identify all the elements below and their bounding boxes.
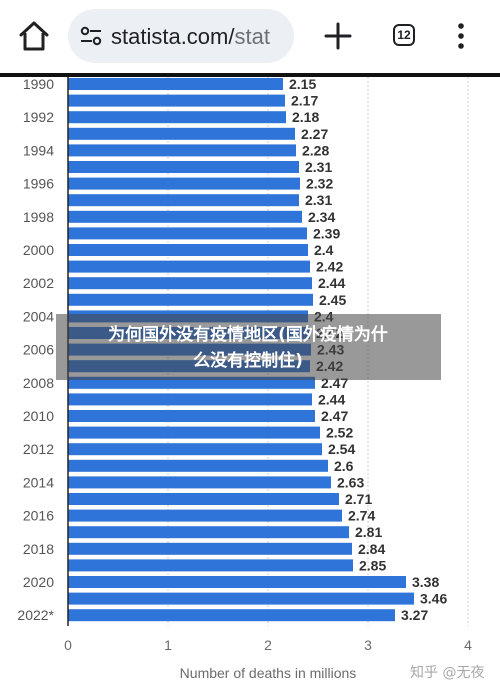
bar (68, 210, 302, 223)
data-label: 2.42 (316, 259, 343, 275)
x-tick-label: 0 (64, 637, 72, 653)
y-tick-label: 2010 (23, 408, 54, 424)
y-tick-label: 2008 (23, 375, 54, 391)
data-label: 2.47 (321, 408, 348, 424)
bar (68, 111, 286, 124)
data-label: 2.17 (291, 93, 318, 109)
data-label: 2.45 (319, 292, 346, 308)
bar (68, 127, 295, 140)
bar (68, 542, 352, 555)
bar (68, 493, 339, 505)
x-tick-label: 2 (264, 637, 272, 653)
data-label: 3.38 (412, 574, 439, 590)
url-tail: stat (234, 24, 270, 49)
data-label: 2.81 (355, 524, 382, 540)
x-axis-title: Number of deaths in millions (180, 665, 357, 681)
data-label: 2.63 (337, 474, 364, 490)
data-label: 2.15 (289, 77, 316, 92)
data-label: 2.84 (358, 541, 385, 557)
bar (68, 277, 312, 290)
overlay-line-2: 么没有控制住) (193, 351, 303, 371)
data-label: 2.28 (302, 142, 329, 158)
toolbar-divider (0, 73, 500, 77)
x-tick-label: 3 (364, 637, 372, 653)
overlay-caption: 为何国外没有疫情地区(国外疫情为什 么没有控制住) (68, 322, 428, 374)
address-bar[interactable]: statista.com/stat (68, 9, 294, 63)
data-label: 2.31 (305, 192, 332, 208)
bar (68, 609, 395, 622)
home-icon[interactable] (16, 18, 52, 54)
data-label: 3.27 (401, 607, 428, 623)
y-tick-label: 2012 (23, 441, 54, 457)
y-tick-label: 2000 (23, 242, 54, 258)
y-tick-label: 1996 (23, 176, 54, 192)
bar (68, 177, 300, 190)
watermark: 知乎 @无夜 (410, 665, 485, 681)
data-label: 2.18 (292, 109, 319, 125)
bar (68, 260, 310, 273)
x-tick-label: 1 (164, 637, 172, 653)
bar (68, 526, 349, 539)
tab-switcher-button[interactable]: 12 (393, 24, 415, 46)
y-tick-label: 1992 (23, 109, 54, 125)
bar (68, 94, 285, 107)
bar (68, 576, 406, 588)
bar (68, 227, 307, 240)
y-tick-label: 2018 (23, 541, 54, 557)
url-text[interactable]: statista.com/stat (111, 24, 270, 50)
bar-chart: 2.15 1990 2.17 2.18 1992 2.27 2.28 1994 2.31 2.32… (0, 77, 500, 693)
data-label: 2.39 (313, 225, 340, 241)
bar (68, 144, 296, 157)
bar (68, 393, 312, 406)
data-label: 2.32 (306, 176, 333, 192)
bar (68, 161, 299, 173)
tune-icon[interactable] (79, 25, 103, 47)
bar (68, 244, 308, 256)
data-label: 2.85 (359, 557, 386, 573)
chart-svg: 2.15 1990 2.172.18 1992 2.272.28 1994 2.312.32… (17, 77, 472, 681)
data-label: 3.46 (420, 591, 447, 607)
data-label: 2.6 (334, 458, 354, 474)
data-label: 2.34 (308, 209, 335, 225)
data-label: 2.27 (301, 126, 328, 142)
y-tick-label: 2006 (23, 342, 54, 358)
plus-icon[interactable] (322, 20, 354, 52)
bar (68, 592, 414, 605)
data-label: 2.4 (314, 242, 334, 258)
y-tick-label: 1990 (23, 77, 54, 92)
overlay-line-1: 为何国外没有疫情地区(国外疫情为什 (108, 325, 388, 345)
bar (68, 293, 313, 306)
tab-count: 12 (397, 28, 411, 42)
data-label: 2.71 (345, 491, 372, 507)
url-main: statista.com/ (111, 24, 235, 49)
y-tick-label: 2004 (23, 308, 54, 324)
browser-toolbar: statista.com/stat 12 (0, 0, 500, 73)
y-tick-label: 1998 (23, 209, 54, 225)
y-tick-label: 2022* (17, 607, 54, 623)
y-tick-label: 2002 (23, 275, 54, 291)
y-tick-label: 2016 (23, 508, 54, 524)
data-label: 2.52 (326, 425, 353, 441)
y-tick-label: 2014 (23, 474, 54, 490)
x-tick-label: 4 (464, 637, 472, 653)
y-tick-label: 2020 (23, 574, 54, 590)
data-label: 2.44 (318, 391, 345, 407)
bar (68, 509, 342, 522)
data-label: 2.31 (305, 159, 332, 175)
bar (68, 476, 331, 489)
bar (68, 410, 315, 422)
bar (68, 426, 320, 439)
data-label: 2.54 (328, 441, 355, 457)
bar (68, 78, 283, 90)
bar (68, 194, 299, 207)
bar (68, 559, 353, 572)
y-tick-label: 1994 (23, 142, 54, 158)
bar (68, 459, 328, 472)
bar (68, 443, 322, 456)
data-label: 2.74 (348, 508, 375, 524)
data-label: 2.44 (318, 275, 345, 291)
more-vert-icon[interactable] (451, 20, 471, 52)
overlay-banner (56, 314, 441, 380)
